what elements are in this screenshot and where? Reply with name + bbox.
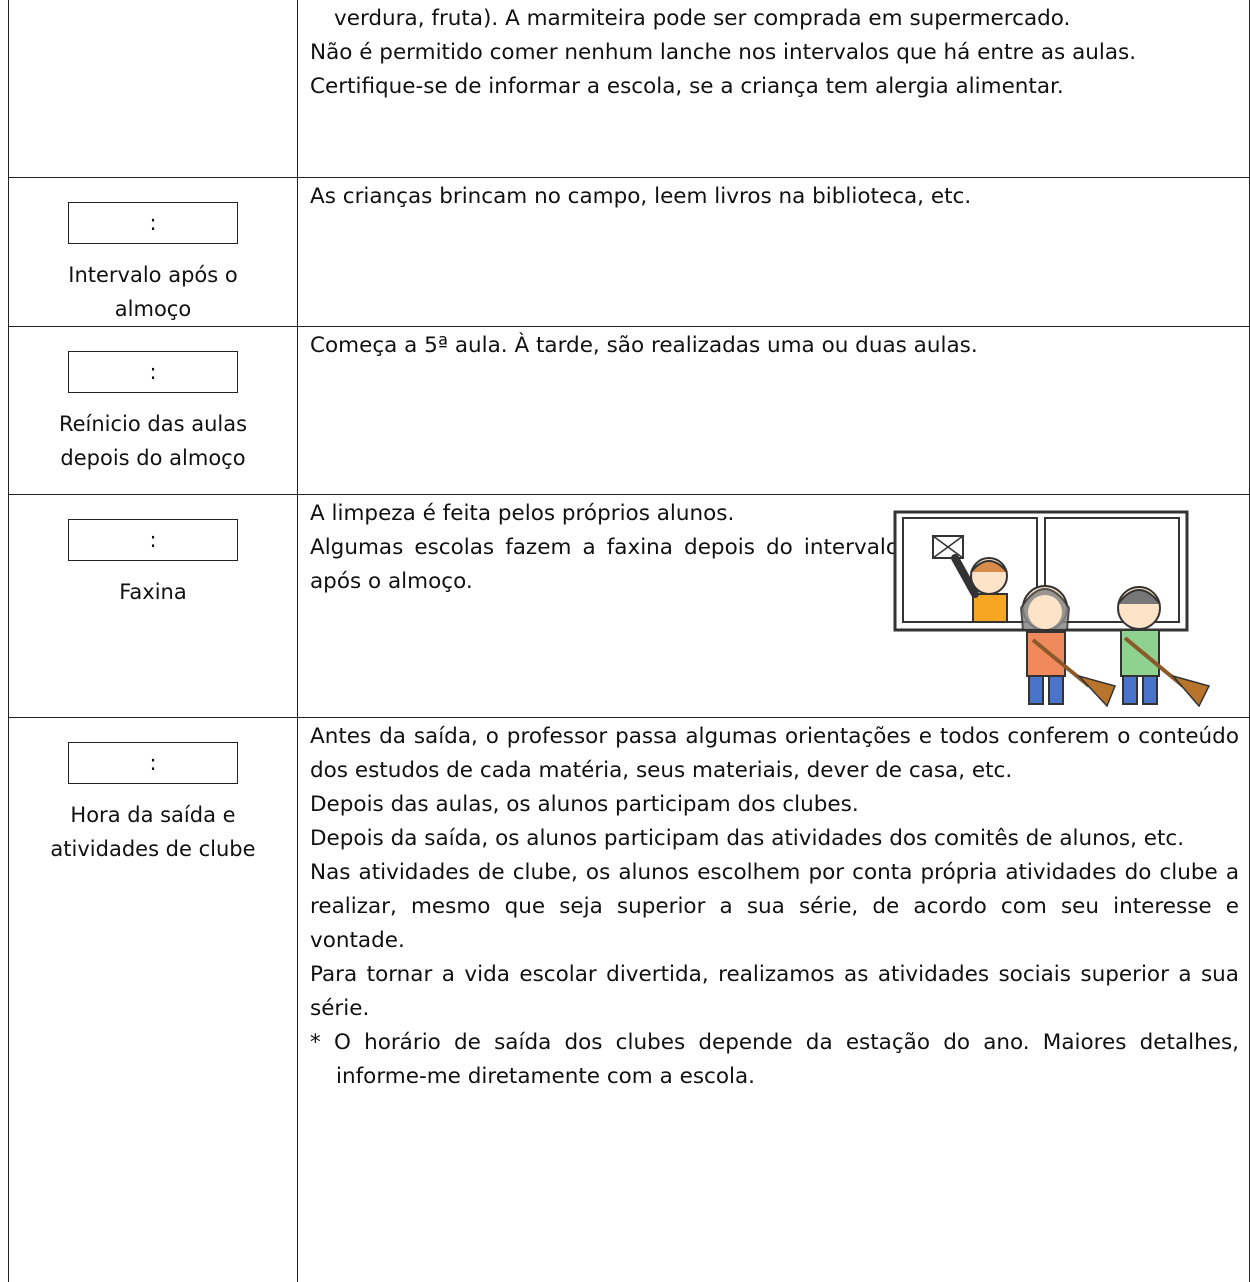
time-box: : [68, 350, 238, 393]
paragraph: Para tornar a vida escolar divertida, re… [310, 961, 1239, 1021]
table-row: verdura, fruta). A marmiteira pode ser c… [8, 0, 1250, 178]
description-cell: Antes da saída, o professor passa alguma… [297, 716, 1250, 1282]
period-label: Reínicio das aulas depois do almoço [58, 411, 248, 470]
description-cell: Começa a 5ª aula. À tarde, são realizada… [297, 325, 1250, 495]
period-label: Hora da saída e atividades de clube [50, 802, 256, 861]
paragraph: Certifique-se de informar a escola, se a… [310, 74, 1064, 99]
time-cell: : Hora da saída e atividades de clube [8, 716, 298, 1282]
description-cell: As crianças brincam no campo, leem livro… [297, 176, 1250, 327]
time-box: : [68, 518, 238, 561]
paragraph: Antes da saída, o professor passa alguma… [310, 723, 1239, 783]
paragraph: Começa a 5ª aula. À tarde, são realizada… [310, 332, 978, 358]
time-cell: : Intervalo após o almoço [8, 176, 298, 327]
paragraph: As crianças brincam no campo, leem livro… [310, 183, 972, 209]
paragraph: * O horário de saída dos clubes depende … [310, 1029, 1239, 1089]
period-label: Faxina [119, 579, 187, 604]
schedule-table: verdura, fruta). A marmiteira pode ser c… [8, 0, 1250, 1282]
description-cell: verdura, fruta). A marmiteira pode ser c… [297, 0, 1250, 178]
time-cell: : Reínicio das aulas depois do almoço [8, 325, 298, 495]
time-cell [8, 0, 298, 178]
paragraph: Depois das aulas, os alunos participam d… [310, 791, 859, 817]
table-row: : Intervalo após o almoço As crianças brin… [8, 176, 1250, 327]
cleaning-illustration [893, 510, 1211, 708]
time-cell: : Faxina [8, 493, 298, 718]
period-label: Intervalo após o almoço [68, 262, 238, 321]
paragraph: Algumas escolas fazem a faxina depois do… [310, 534, 899, 594]
paragraph: verdura, fruta). A marmiteira pode ser c… [334, 6, 1071, 31]
paragraph: Não é permitido comer nenhum lanche nos … [310, 40, 1137, 65]
table-row: : Reínicio das aulas depois do almoço Come… [8, 325, 1250, 495]
table-row: : Hora da saída e atividades de clube Ante… [8, 716, 1250, 1282]
paragraph: A limpeza é feita pelos próprios alunos. [310, 500, 735, 526]
time-box: : [68, 741, 238, 784]
paragraph: Depois da saída, os alunos participam da… [310, 825, 1185, 851]
time-box: : [68, 201, 238, 244]
paragraph: Nas atividades de clube, os alunos escol… [310, 859, 1239, 953]
